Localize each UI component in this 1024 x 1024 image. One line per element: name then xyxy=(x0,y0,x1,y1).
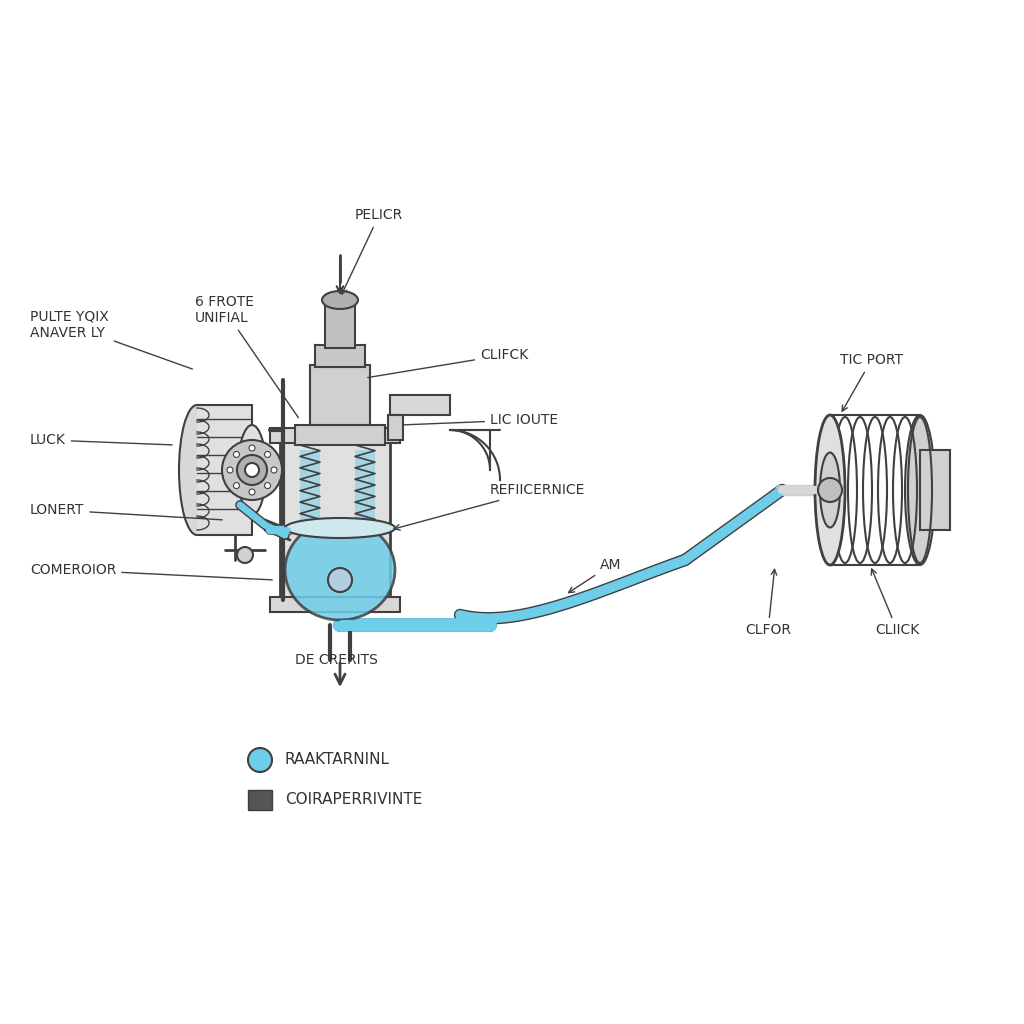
Circle shape xyxy=(264,452,270,458)
Text: CLIICK: CLIICK xyxy=(871,569,920,637)
Circle shape xyxy=(818,478,842,502)
Text: PELICR: PELICR xyxy=(342,208,403,294)
Circle shape xyxy=(227,467,233,473)
Text: LIC IOUTE: LIC IOUTE xyxy=(402,413,558,427)
Ellipse shape xyxy=(285,520,395,620)
Bar xyxy=(355,450,375,525)
Bar xyxy=(300,450,319,525)
Bar xyxy=(197,406,252,535)
Circle shape xyxy=(222,440,282,500)
Circle shape xyxy=(233,452,240,458)
Text: AM: AM xyxy=(568,558,622,593)
Text: DE CRERITS: DE CRERITS xyxy=(295,653,378,667)
Circle shape xyxy=(245,463,259,477)
Text: RAAKTARNINL: RAAKTARNINL xyxy=(285,753,390,768)
Text: COMEROIOR: COMEROIOR xyxy=(30,563,272,580)
Text: PULTE YQIX
ANAVER LY: PULTE YQIX ANAVER LY xyxy=(30,310,193,369)
Text: 6 FROTE
UNIFIAL: 6 FROTE UNIFIAL xyxy=(195,295,298,418)
Ellipse shape xyxy=(905,415,935,565)
Bar xyxy=(270,597,400,612)
Text: LUCK: LUCK xyxy=(30,433,172,447)
Bar xyxy=(270,428,400,443)
Ellipse shape xyxy=(285,518,395,538)
Bar xyxy=(325,300,355,348)
Text: CLIFCK: CLIFCK xyxy=(368,348,528,378)
Bar xyxy=(280,440,390,600)
Circle shape xyxy=(233,482,240,488)
Circle shape xyxy=(249,445,255,451)
Circle shape xyxy=(237,547,253,563)
Ellipse shape xyxy=(322,291,358,309)
Ellipse shape xyxy=(815,415,845,565)
Circle shape xyxy=(271,467,278,473)
Circle shape xyxy=(328,568,352,592)
Text: REFIICERNICE: REFIICERNICE xyxy=(394,483,586,530)
Circle shape xyxy=(248,748,272,772)
Ellipse shape xyxy=(238,425,266,515)
Ellipse shape xyxy=(179,406,215,535)
Bar xyxy=(315,345,365,367)
Bar xyxy=(390,395,450,415)
Bar xyxy=(310,365,370,427)
Text: CLFOR: CLFOR xyxy=(745,569,791,637)
Text: COIRAPERRIVINTE: COIRAPERRIVINTE xyxy=(285,793,422,808)
Bar xyxy=(295,425,385,445)
Text: TIC PORT: TIC PORT xyxy=(840,353,903,412)
Bar xyxy=(248,790,272,810)
Circle shape xyxy=(237,455,267,485)
Circle shape xyxy=(264,482,270,488)
Circle shape xyxy=(249,489,255,495)
Bar xyxy=(388,415,403,440)
Bar xyxy=(920,450,950,530)
Ellipse shape xyxy=(820,453,840,527)
Text: LONERT: LONERT xyxy=(30,503,222,520)
